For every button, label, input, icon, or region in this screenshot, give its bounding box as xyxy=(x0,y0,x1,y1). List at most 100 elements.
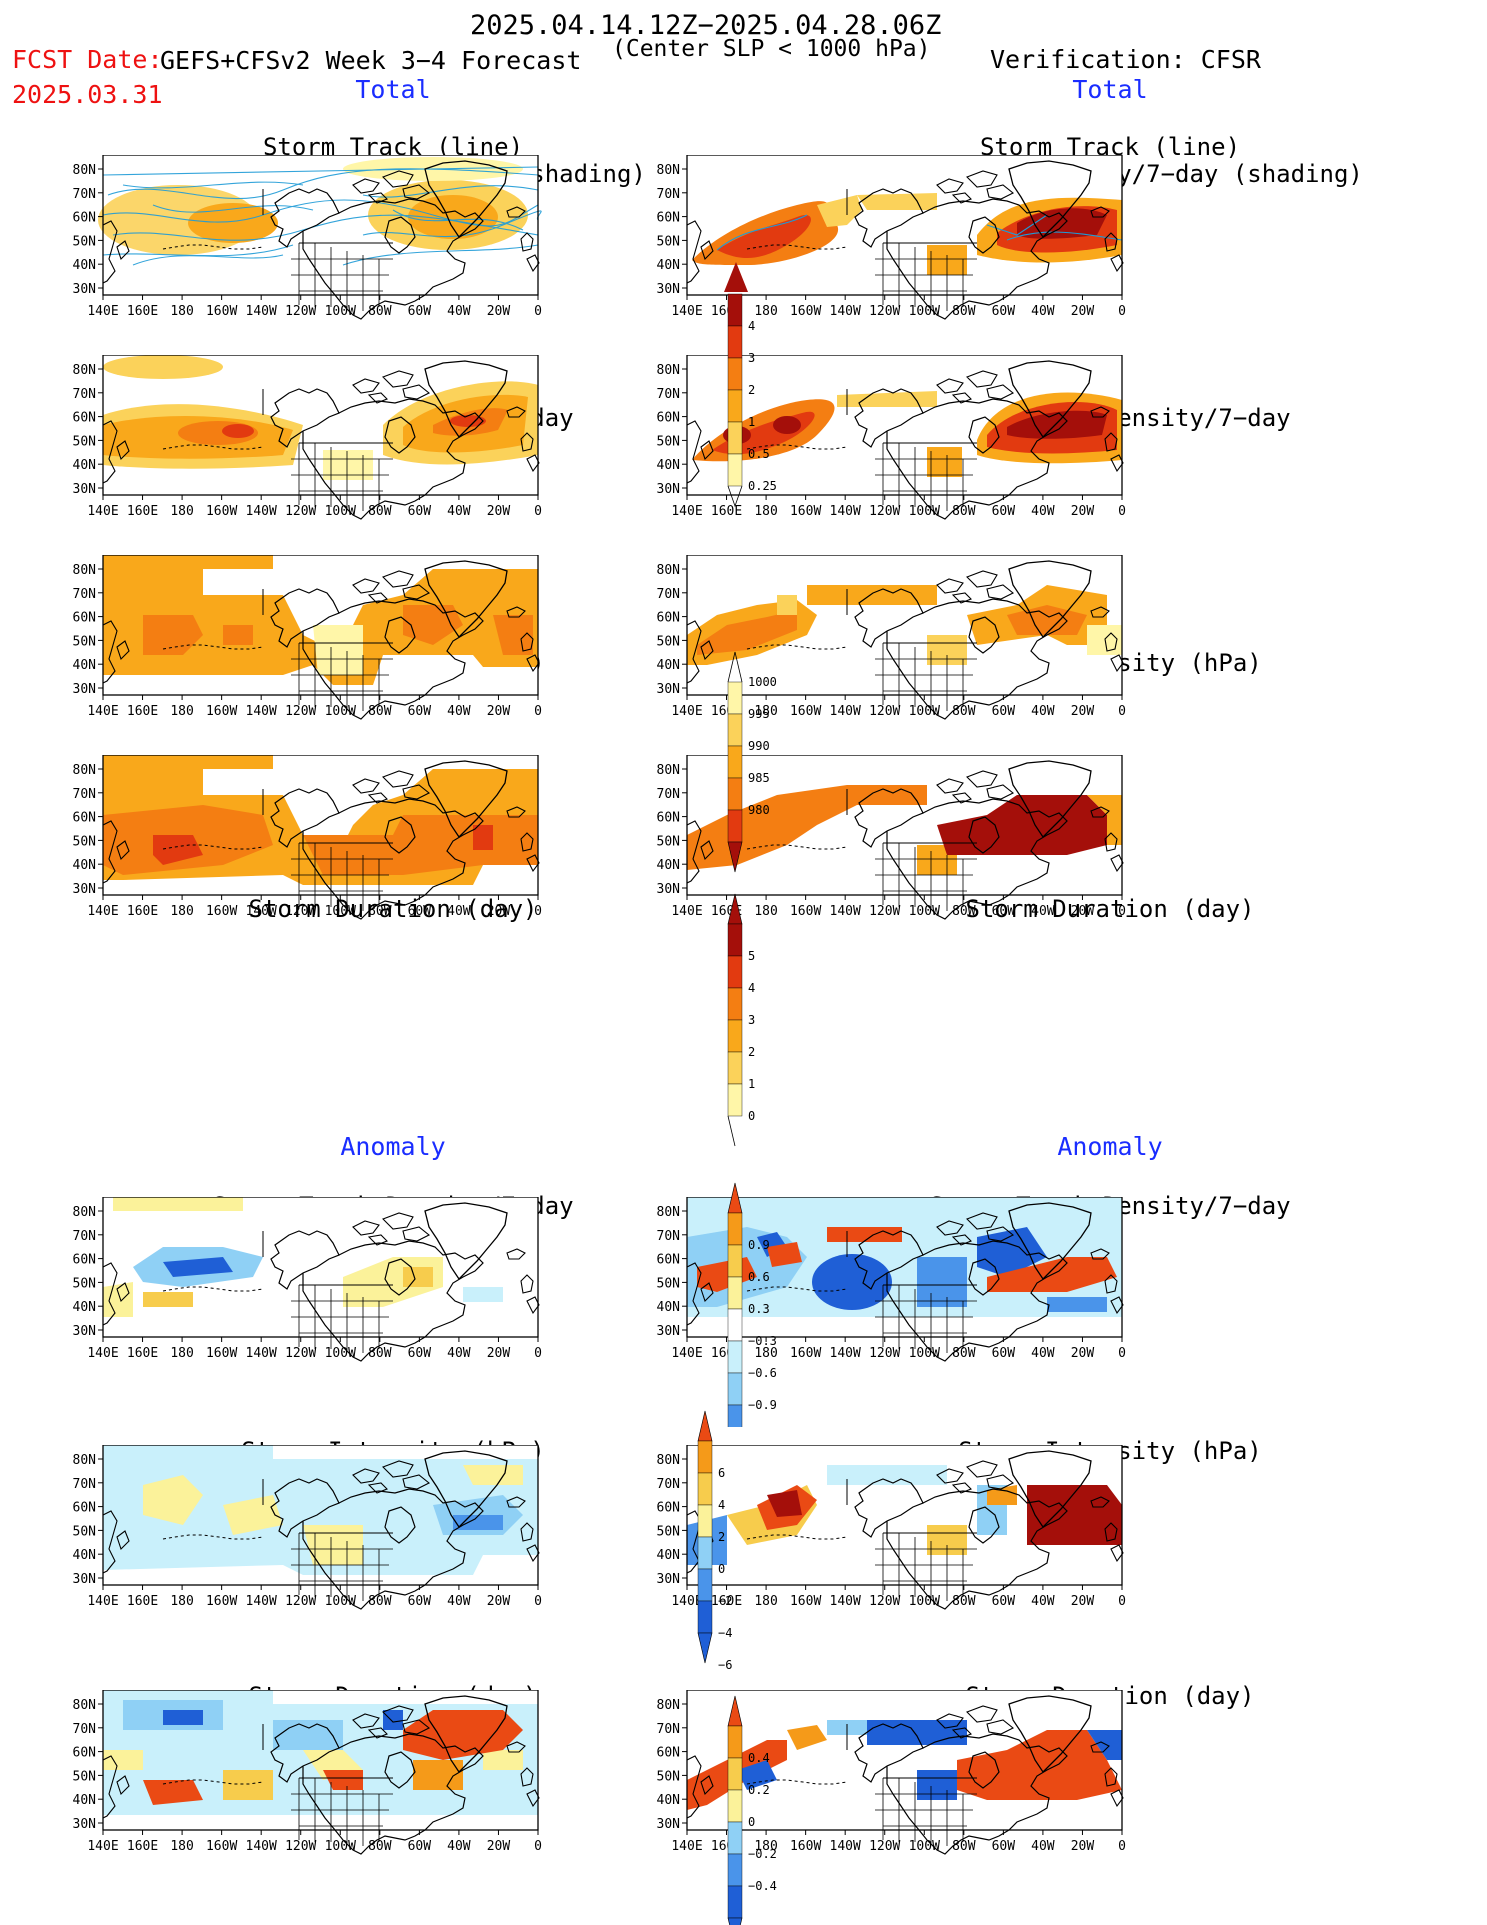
lon-tick-label: 80W xyxy=(368,504,392,519)
colorbar-label: 0.6 xyxy=(748,1270,770,1284)
lat-tick-label: 70N xyxy=(657,187,680,202)
lon-tick-label: 60W xyxy=(992,1346,1016,1361)
lon-tick-label: 160W xyxy=(206,1594,237,1609)
lon-tick-label: 80W xyxy=(952,1839,976,1854)
lon-tick-label: 40W xyxy=(447,1594,471,1609)
colorbar-swatch xyxy=(727,1308,743,1342)
colorbar-label: −4 xyxy=(718,1626,732,1640)
colorbar-label: −0.6 xyxy=(748,1366,777,1380)
lat-tick-label: 80N xyxy=(73,563,96,578)
lat-tick-label: 30N xyxy=(73,682,96,697)
colorbar-swatch xyxy=(697,1440,713,1474)
map-forecast-duration-anom: 80N 70N 60N 50N 40N 30N 140E 160E 180 160W 140W 120… xyxy=(73,1690,542,1855)
lon-tick-label: 140E xyxy=(87,904,118,919)
lon-tick-label: 60W xyxy=(992,1594,1016,1609)
lon-tick-label: 60W xyxy=(408,1346,432,1361)
lat-tick-label: 40N xyxy=(73,258,96,273)
lat-tick-label: 30N xyxy=(73,1324,96,1339)
lat-tick-label: 40N xyxy=(657,1300,680,1315)
section-anomaly-right: Anomaly xyxy=(1057,1132,1163,1161)
lon-tick-label: 140E xyxy=(87,504,118,519)
fcst-date-label: FCST Date: xyxy=(12,45,163,74)
lon-tick-label: 20W xyxy=(487,1839,511,1854)
lon-tick-label: 80W xyxy=(952,704,976,719)
colorbar-label: 0.5 xyxy=(748,447,770,461)
lon-tick-label: 80W xyxy=(368,1594,392,1609)
colorbar-label: 0 xyxy=(718,1562,725,1576)
lon-tick-label: 140W xyxy=(830,1346,861,1361)
section-total-right: Total xyxy=(1072,75,1148,104)
lat-tick-label: 60N xyxy=(657,611,680,626)
lat-tick-label: 60N xyxy=(73,1501,96,1516)
lon-tick-label: 180 xyxy=(170,904,193,919)
lon-tick-label: 160E xyxy=(127,304,158,319)
lat-tick-label: 50N xyxy=(657,234,680,249)
colorbar-swatch xyxy=(727,1853,743,1887)
lat-tick-label: 60N xyxy=(657,1253,680,1268)
lat-tick-label: 30N xyxy=(73,482,96,497)
lon-tick-label: 140W xyxy=(830,704,861,719)
lat-tick-label: 50N xyxy=(657,1769,680,1784)
lon-tick-label: 80W xyxy=(368,704,392,719)
lon-tick-label: 0 xyxy=(534,1346,542,1361)
lat-tick-label: 40N xyxy=(657,658,680,673)
lon-tick-label: 140E xyxy=(671,904,702,919)
lon-tick-label: 160W xyxy=(790,504,821,519)
lat-tick-label: 70N xyxy=(657,1229,680,1244)
lat-tick-label: 70N xyxy=(73,1477,96,1492)
lon-tick-label: 0 xyxy=(534,904,542,919)
lat-tick-label: 60N xyxy=(657,211,680,226)
lat-tick-label: 40N xyxy=(73,1793,96,1808)
lon-tick-label: 120W xyxy=(285,704,316,719)
colorbar-swatch xyxy=(727,1821,743,1855)
lon-tick-label: 100W xyxy=(909,504,940,519)
lon-tick-label: 180 xyxy=(754,504,777,519)
lon-tick-label: 100W xyxy=(909,1346,940,1361)
lat-tick-label: 60N xyxy=(73,211,96,226)
lon-tick-label: 180 xyxy=(170,1346,193,1361)
lon-tick-label: 160E xyxy=(127,1839,158,1854)
lat-tick-label: 80N xyxy=(657,763,680,778)
colorbar-label: 0.4 xyxy=(748,1751,770,1765)
lon-tick-label: 40W xyxy=(1031,504,1055,519)
lon-tick-label: 180 xyxy=(170,1594,193,1609)
lon-tick-label: 60W xyxy=(408,1839,432,1854)
lat-tick-label: 30N xyxy=(657,1324,680,1339)
lon-tick-label: 160W xyxy=(206,304,237,319)
colorbar-label: −0.2 xyxy=(748,1847,777,1861)
colorbar-swatch xyxy=(727,293,743,327)
lat-tick-label: 50N xyxy=(657,434,680,449)
lon-tick-label: 0 xyxy=(534,704,542,719)
colorbar-swatch xyxy=(727,1244,743,1278)
lat-tick-label: 80N xyxy=(657,1205,680,1220)
colorbar-swatch xyxy=(727,923,743,957)
lon-tick-label: 180 xyxy=(754,304,777,319)
colorbar-label: 0.3 xyxy=(748,1302,770,1316)
lon-tick-label: 60W xyxy=(992,1839,1016,1854)
lon-tick-label: 140W xyxy=(246,504,277,519)
verification-title: Verification: CFSR xyxy=(990,45,1261,74)
lon-tick-label: 140W xyxy=(246,1839,277,1854)
lon-tick-label: 20W xyxy=(487,704,511,719)
lon-tick-label: 140E xyxy=(87,1594,118,1609)
lat-tick-label: 30N xyxy=(73,1572,96,1587)
lon-tick-label: 100W xyxy=(909,904,940,919)
lat-tick-label: 40N xyxy=(657,458,680,473)
lon-tick-label: 100W xyxy=(325,904,356,919)
lat-tick-label: 80N xyxy=(657,1453,680,1468)
colorbar-label: 4 xyxy=(748,981,755,995)
lon-tick-label: 20W xyxy=(487,1346,511,1361)
lon-tick-label: 120W xyxy=(869,1839,900,1854)
lat-axis: 80N 70N 60N 50N 40N 30N xyxy=(73,163,103,297)
colorbar-swatch xyxy=(727,325,743,359)
lat-tick-label: 50N xyxy=(73,1769,96,1784)
colorbar-label: 2 xyxy=(748,1045,755,1059)
lon-tick-label: 160E xyxy=(127,1594,158,1609)
colorbar-label: 2 xyxy=(718,1530,725,1544)
lat-tick-label: 60N xyxy=(657,411,680,426)
lon-tick-label: 180 xyxy=(170,304,193,319)
lon-tick-label: 60W xyxy=(992,504,1016,519)
colorbar-swatch xyxy=(727,1757,743,1791)
lon-tick-label: 60W xyxy=(408,704,432,719)
